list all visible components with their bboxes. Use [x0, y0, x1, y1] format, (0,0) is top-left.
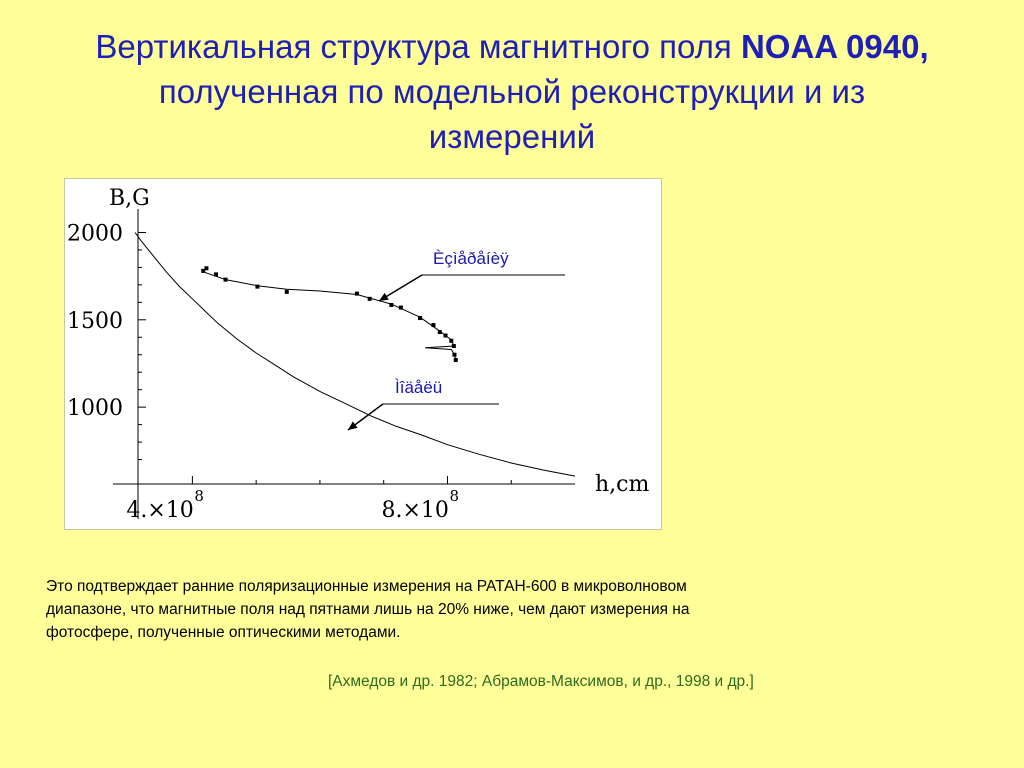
- body-line-1: Это подтверждает ранние поляризационные …: [46, 578, 687, 595]
- x-tick-exponent: 8: [194, 487, 204, 505]
- slide-title: Вертикальная структура магнитного поля N…: [0, 24, 1024, 159]
- measurements-point: [437, 330, 442, 335]
- measurements-point: [213, 272, 218, 277]
- x-axis-label: h,cm: [595, 472, 649, 497]
- title-line-3: измерений: [428, 118, 596, 155]
- measurements-point: [398, 305, 403, 310]
- annotation-measurements: Èçìåðåíèÿ: [433, 249, 509, 268]
- title-region-id: NOAA 0940,: [740, 28, 929, 65]
- title-text: Вертикальная структура магнитного поля: [95, 28, 741, 65]
- measurements-point: [201, 268, 206, 273]
- title-line-2: полученная по модельной реконструкции и …: [158, 73, 866, 110]
- body-paragraph: Это подтверждает ранние поляризационные …: [46, 575, 946, 644]
- measurements-point: [431, 323, 436, 328]
- model-line: [134, 232, 576, 477]
- model-arrowhead: [348, 421, 358, 430]
- x-tick-label: 8.×10: [381, 498, 448, 523]
- measurements-point: [284, 289, 289, 294]
- measurements-point: [418, 316, 423, 321]
- y-tick-label: 1000: [67, 396, 123, 421]
- x-tick-exponent: 8: [449, 487, 459, 505]
- y-tick-label: 1500: [67, 309, 123, 334]
- title-line-1: Вертикальная структура магнитного поля N…: [0, 24, 1024, 69]
- measurements-point: [367, 296, 372, 301]
- body-line-2: диапазоне, что магнитные поля над пятнам…: [46, 601, 690, 618]
- measurements-arrowhead: [379, 292, 389, 301]
- references-text: [Ахмедов и др. 1982; Абрамов-Максимов, и…: [328, 673, 754, 690]
- measurements-point: [204, 266, 209, 271]
- chart-annotations: Èçìåðåíèÿ Ìîäåëü: [347, 249, 565, 431]
- chart-panel: 2000 1500 1000 4.×10 8 8.×10 8 B,G h,cm Èçìåðåíè…: [64, 178, 662, 530]
- x-tick-label: 4.×10: [126, 498, 193, 523]
- measurements-point: [255, 284, 260, 289]
- body-line-3: фотосфере, полученные оптическими метода…: [46, 624, 401, 641]
- y-tick-label: 2000: [67, 221, 123, 246]
- chart-series: [134, 232, 576, 477]
- annotation-model: Ìîäåëü: [395, 378, 442, 397]
- measurements-line: [203, 271, 457, 361]
- measurements-point: [389, 302, 394, 307]
- measurements-point: [354, 291, 359, 296]
- y-axis-label: B,G: [109, 186, 150, 211]
